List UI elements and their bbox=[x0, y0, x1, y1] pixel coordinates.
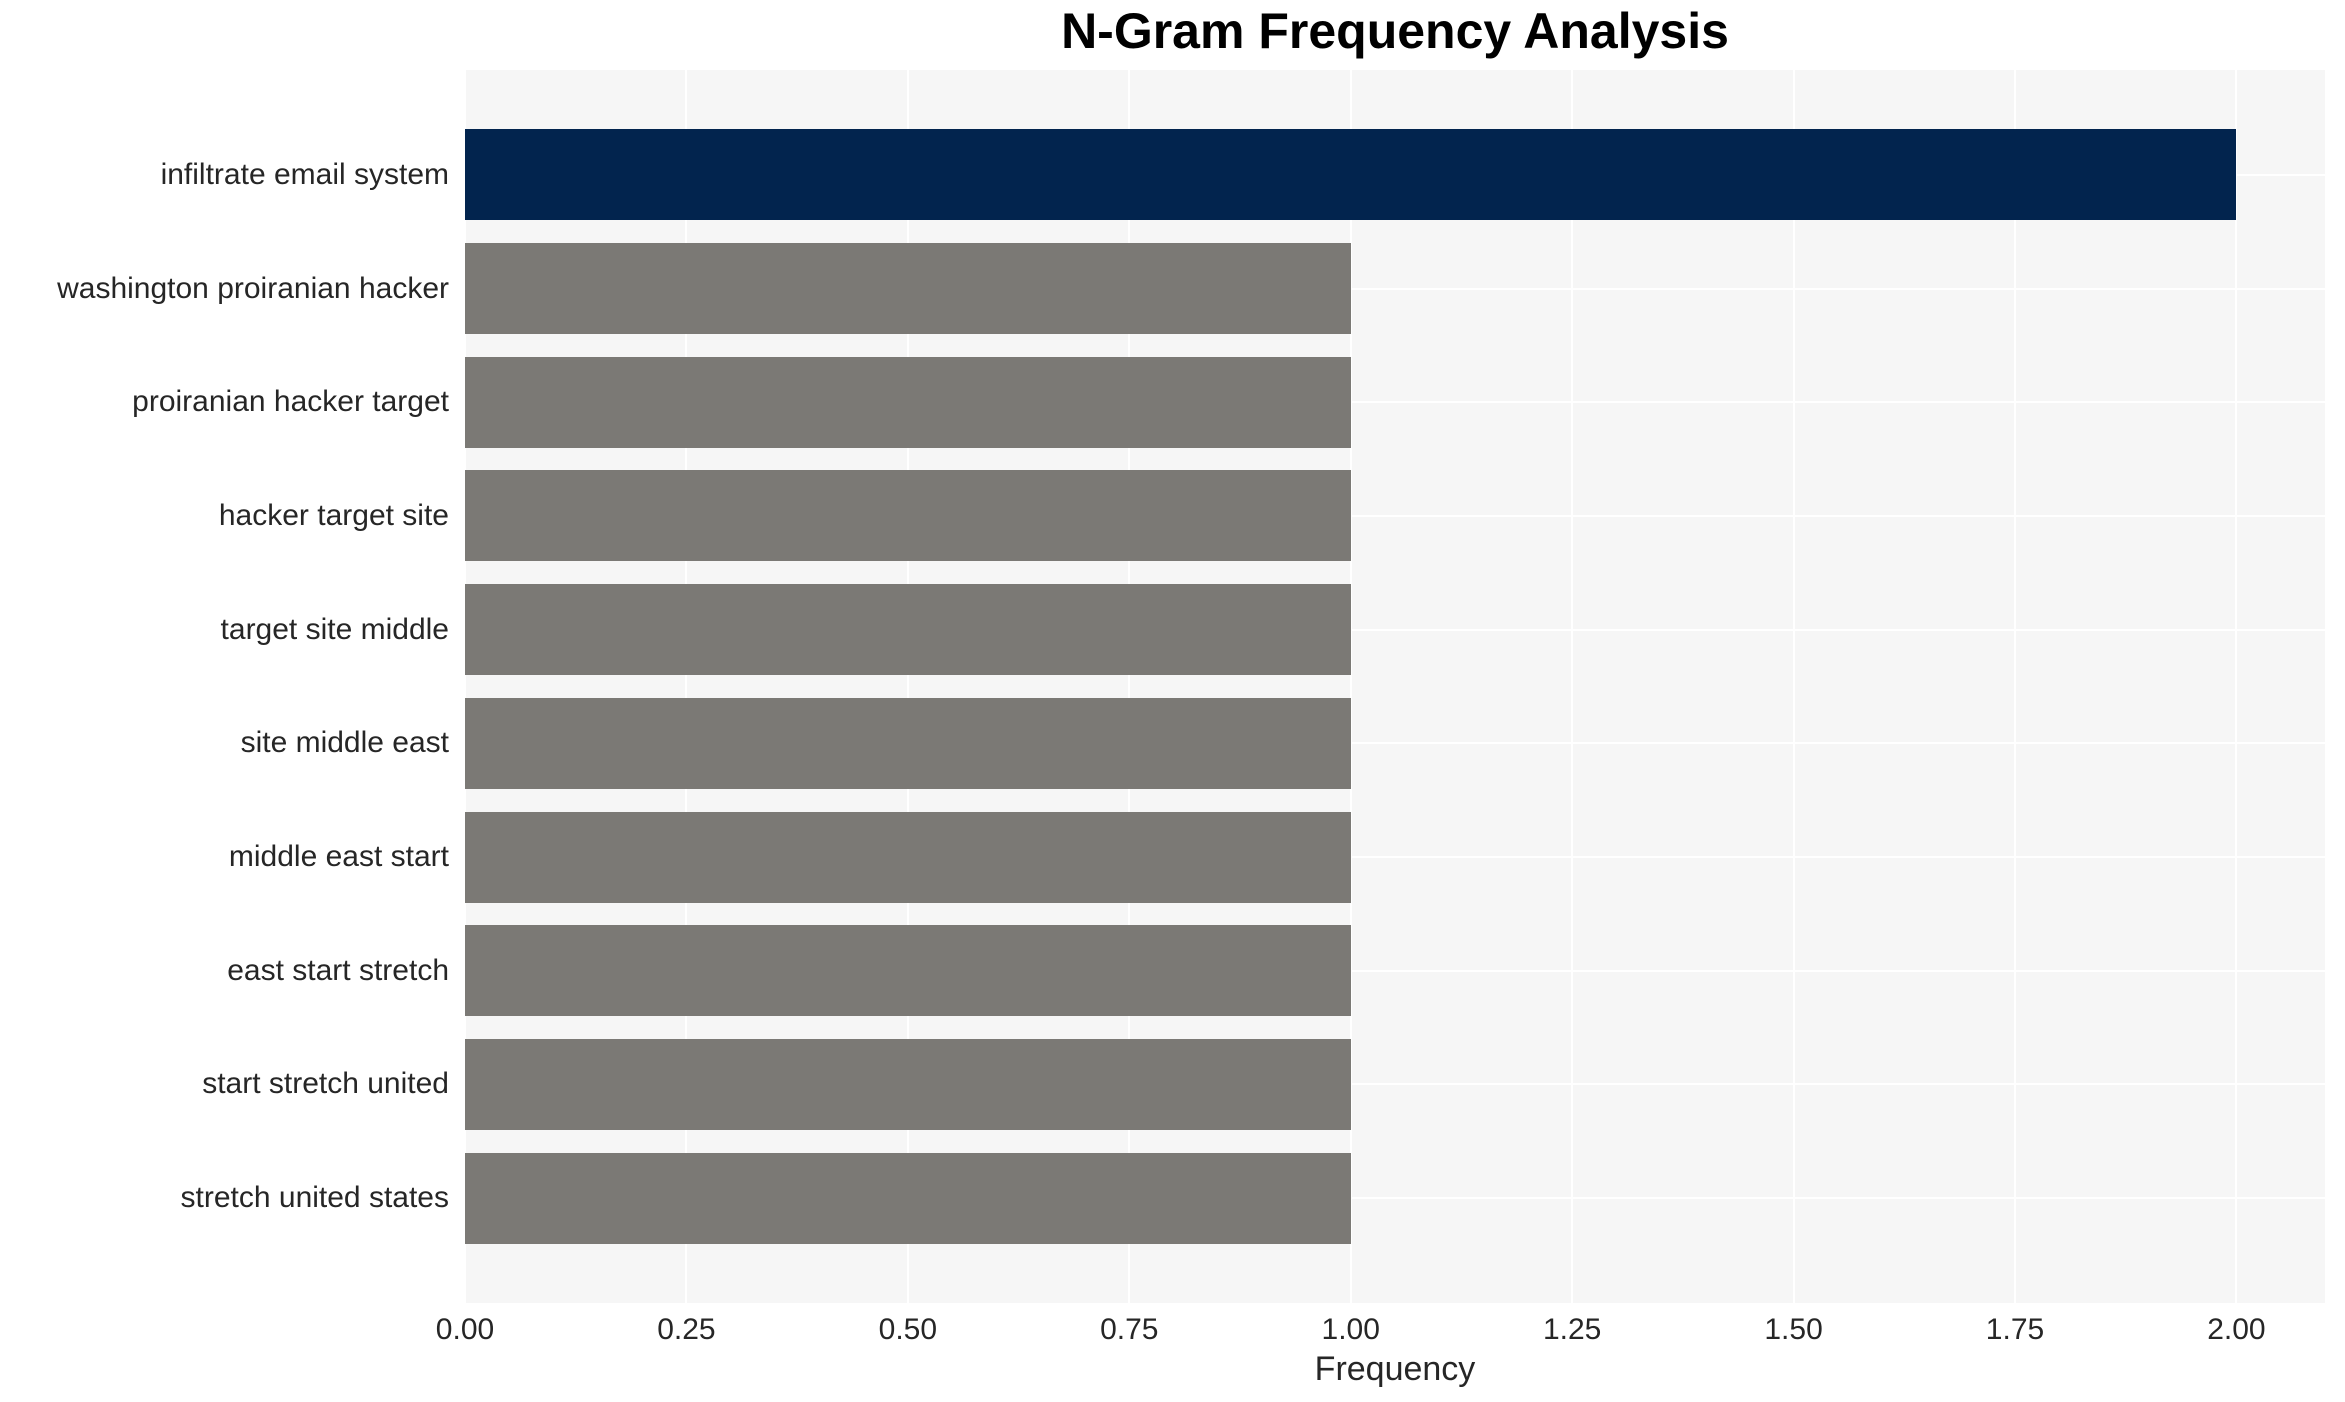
y-axis-label: site middle east bbox=[240, 726, 449, 760]
horizontal-gridline bbox=[465, 514, 2325, 517]
y-axis-label: proiranian hacker target bbox=[132, 385, 449, 419]
x-axis-tick-label: 0.50 bbox=[878, 1313, 938, 1346]
vertical-gridline bbox=[1571, 70, 1574, 1303]
bar-row bbox=[465, 914, 2325, 1028]
vertical-gridline bbox=[685, 70, 688, 1303]
bar bbox=[465, 811, 1351, 903]
y-axis-label: hacker target site bbox=[218, 498, 449, 532]
chart-title: N-Gram Frequency Analysis bbox=[1061, 3, 1729, 59]
bar bbox=[465, 1038, 1351, 1130]
x-axis-tick-label: 1.75 bbox=[1985, 1313, 2045, 1346]
x-axis-title: Frequency bbox=[1314, 1350, 1476, 1388]
y-axis-label: target site middle bbox=[220, 612, 449, 646]
vertical-gridline bbox=[2014, 70, 2016, 1303]
x-axis-tick-label: 1.25 bbox=[1542, 1313, 1602, 1346]
bar-row bbox=[465, 232, 2325, 346]
horizontal-gridline bbox=[465, 742, 2325, 745]
y-axis-label: east start stretch bbox=[227, 953, 449, 987]
bar bbox=[465, 697, 1351, 789]
horizontal-gridline bbox=[465, 1197, 2325, 1200]
x-axis-tick-label: 1.00 bbox=[1321, 1313, 1380, 1346]
bar bbox=[465, 243, 1351, 335]
vertical-gridline bbox=[906, 70, 909, 1303]
horizontal-gridline bbox=[465, 628, 2325, 631]
bar bbox=[465, 470, 1351, 562]
bar bbox=[465, 1152, 1351, 1244]
bar-row bbox=[465, 1028, 2325, 1142]
bar bbox=[465, 129, 2237, 221]
horizontal-gridline bbox=[465, 287, 2325, 290]
x-axis-tick-label: 0.25 bbox=[657, 1313, 716, 1346]
x-axis-tick-label: 0.00 bbox=[435, 1313, 495, 1346]
x-axis-tick-label: 1.50 bbox=[1764, 1313, 1823, 1346]
x-axis-tick-labels: 0.00 0.25 0.50 0.75 1.00 1.25 1.50 1.75 2.00 bbox=[436, 1313, 2325, 1349]
bar-row bbox=[465, 118, 2325, 232]
y-axis-label: washington proiranian hacker bbox=[57, 271, 449, 305]
vertical-gridline bbox=[1349, 70, 1352, 1303]
vertical-gridline bbox=[464, 70, 466, 1303]
bar-row bbox=[465, 687, 2325, 801]
y-axis-label: middle east start bbox=[228, 840, 449, 874]
bar bbox=[465, 356, 1351, 448]
plot-area bbox=[464, 70, 2325, 1303]
y-axis-label: stretch united states bbox=[180, 1181, 449, 1215]
bar bbox=[465, 584, 1351, 676]
bar-row bbox=[465, 1141, 2325, 1255]
horizontal-gridline bbox=[465, 401, 2325, 404]
bar-row bbox=[465, 459, 2325, 573]
y-axis-label: start stretch united bbox=[202, 1067, 449, 1101]
bar-row bbox=[465, 345, 2325, 459]
y-axis-label: infiltrate email system bbox=[160, 157, 449, 191]
y-axis-labels: infiltrate email system washington proira… bbox=[0, 70, 449, 1303]
horizontal-gridline bbox=[465, 856, 2325, 859]
bar-row bbox=[465, 573, 2325, 687]
bar-row bbox=[465, 800, 2325, 914]
bar bbox=[465, 925, 1351, 1017]
vertical-gridline bbox=[2235, 70, 2238, 1303]
bar-rows bbox=[465, 70, 2325, 1303]
vertical-gridline bbox=[1792, 70, 1795, 1303]
x-axis-tick-label: 0.75 bbox=[1100, 1313, 1159, 1346]
horizontal-gridline bbox=[465, 969, 2325, 972]
x-axis-tick-label: 2.00 bbox=[2207, 1313, 2266, 1346]
vertical-gridline bbox=[1128, 70, 1131, 1303]
horizontal-gridline bbox=[465, 1083, 2325, 1086]
